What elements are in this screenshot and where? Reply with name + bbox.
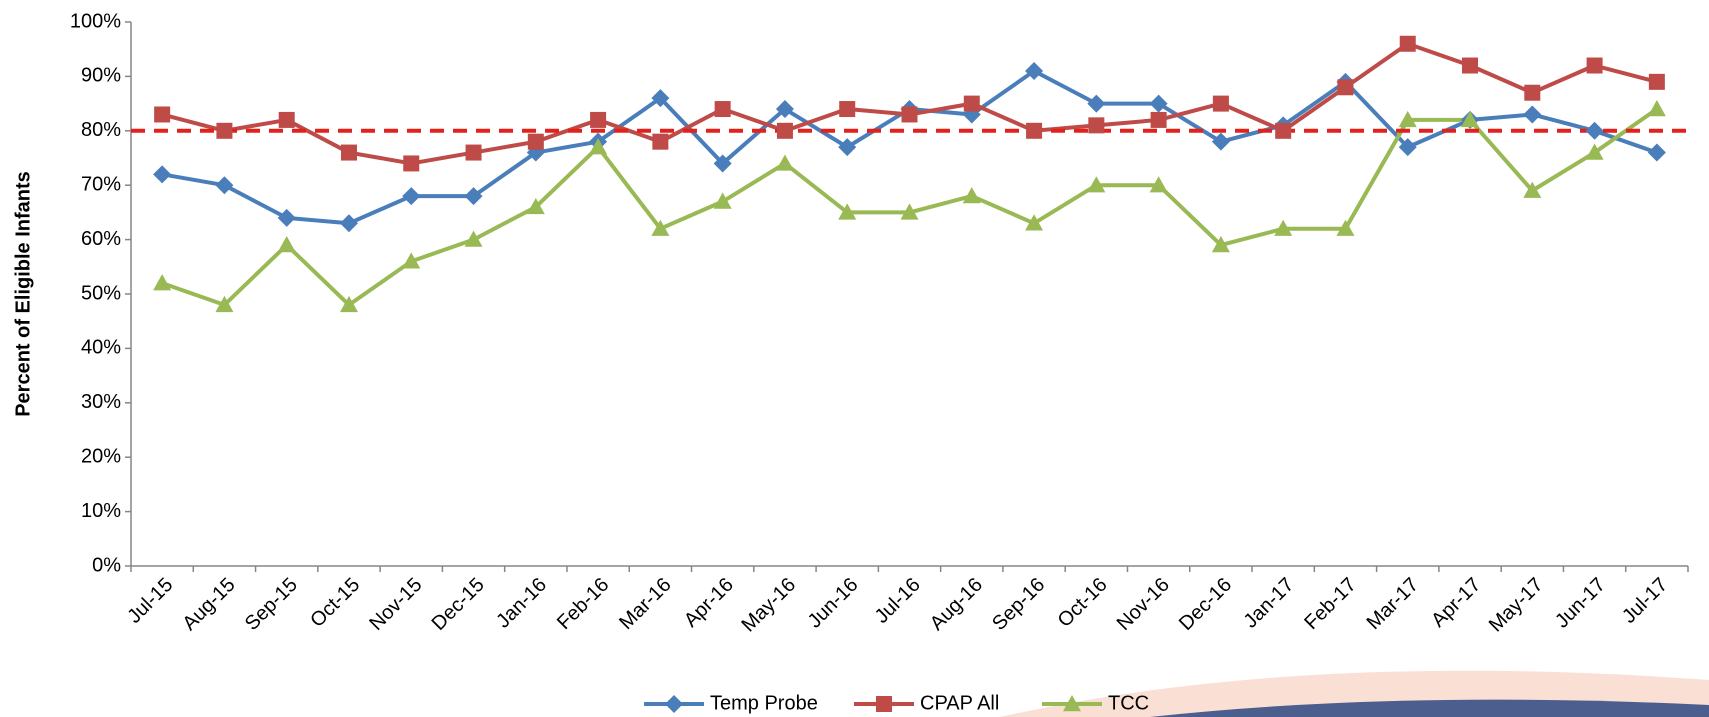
legend-label: CPAP All <box>920 692 999 714</box>
x-tick-label: Apr-17 <box>1427 574 1485 632</box>
x-tick-label: Oct-16 <box>1054 574 1112 632</box>
x-tick-label: Aug-15 <box>179 574 240 635</box>
x-tick-label: Jun-16 <box>804 574 863 633</box>
x-tick-label: Mar-17 <box>1363 574 1423 634</box>
marker <box>1586 122 1604 140</box>
marker <box>1150 95 1168 113</box>
x-tick-label: May-16 <box>737 574 800 637</box>
marker <box>215 176 233 194</box>
marker <box>1587 58 1603 74</box>
x-tick-label: Jul-16 <box>871 574 925 628</box>
marker <box>278 236 296 252</box>
y-tick-label: 60% <box>81 228 121 250</box>
x-tick-label: Feb-17 <box>1300 574 1360 634</box>
y-tick-label: 40% <box>81 337 121 359</box>
y-tick-label: 10% <box>81 500 121 522</box>
marker <box>1213 96 1229 112</box>
x-tick-label: Jun-17 <box>1551 574 1610 633</box>
marker <box>153 274 171 290</box>
marker <box>1462 58 1478 74</box>
marker <box>1275 123 1291 139</box>
marker <box>665 695 683 713</box>
marker <box>402 187 420 205</box>
x-tick-label: Sep-16 <box>988 574 1049 635</box>
marker <box>1088 117 1104 133</box>
marker <box>1212 133 1230 151</box>
marker <box>1649 74 1665 90</box>
x-tick-label: Nov-15 <box>365 574 426 635</box>
marker <box>340 214 358 232</box>
legend-label: TCC <box>1108 692 1149 714</box>
marker <box>714 193 732 209</box>
marker <box>776 154 794 170</box>
marker <box>466 145 482 161</box>
y-tick-label: 70% <box>81 173 121 195</box>
marker <box>154 106 170 122</box>
y-axis-title: Percent of Eligible Infants <box>12 171 34 417</box>
marker <box>465 231 483 247</box>
marker <box>1523 105 1541 123</box>
y-tick-label: 100% <box>70 10 121 32</box>
x-tick-label: Dec-15 <box>428 574 489 635</box>
marker <box>1026 123 1042 139</box>
marker <box>403 155 419 171</box>
y-tick-label: 0% <box>92 554 121 576</box>
marker <box>876 696 892 712</box>
marker <box>341 145 357 161</box>
marker <box>279 112 295 128</box>
y-tick-label: 90% <box>81 65 121 87</box>
marker <box>777 123 793 139</box>
marker <box>1337 79 1353 95</box>
y-tick-label: 80% <box>81 119 121 141</box>
marker <box>1400 36 1416 52</box>
marker <box>1648 144 1666 162</box>
page: Percent of Eligible Infants 0% 10% 20% 30% 4… <box>0 0 1709 717</box>
marker <box>715 101 731 117</box>
y-tick-label: 30% <box>81 391 121 413</box>
chart: Percent of Eligible Infants 0% 10% 20% 30% 4… <box>0 0 1709 717</box>
x-tick-label: Aug-16 <box>926 574 987 635</box>
x-tick-label: Apr-16 <box>680 574 738 632</box>
marker <box>1087 95 1105 113</box>
marker <box>528 134 544 150</box>
x-tick-label: Nov-16 <box>1113 574 1174 635</box>
x-tick-label: Feb-16 <box>553 574 613 634</box>
marker <box>838 138 856 156</box>
x-tick-label: Jan-17 <box>1240 574 1299 633</box>
x-tick-label: Jan-16 <box>492 574 551 633</box>
marker <box>1151 112 1167 128</box>
marker <box>590 112 606 128</box>
x-tick-label: Jul-15 <box>123 574 177 628</box>
y-tick-label: 50% <box>81 282 121 304</box>
marker <box>963 187 981 203</box>
marker <box>278 209 296 227</box>
marker <box>964 96 980 112</box>
series-line <box>162 71 1657 223</box>
marker <box>153 165 171 183</box>
x-tick-label: Sep-15 <box>241 574 302 635</box>
marker <box>652 134 668 150</box>
x-tick-label: May-17 <box>1485 574 1548 637</box>
x-tick-label: Mar-16 <box>615 574 675 634</box>
x-tick-label: Oct-15 <box>306 574 364 632</box>
marker <box>839 101 855 117</box>
y-tick-label: 20% <box>81 445 121 467</box>
marker <box>1524 85 1540 101</box>
marker <box>902 106 918 122</box>
x-tick-label: Dec-16 <box>1175 574 1236 635</box>
marker <box>1648 100 1666 116</box>
x-tick-label: Jul-17 <box>1618 574 1672 628</box>
marker <box>216 123 232 139</box>
legend-label: Temp Probe <box>710 692 818 714</box>
